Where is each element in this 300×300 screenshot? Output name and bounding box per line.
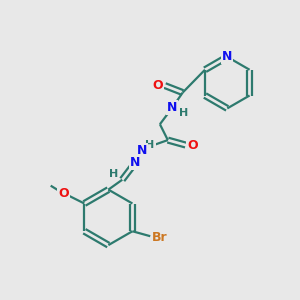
Text: O: O	[58, 187, 69, 200]
Text: O: O	[153, 79, 163, 92]
Text: H: H	[179, 108, 188, 118]
Text: O: O	[187, 139, 198, 152]
Text: N: N	[167, 101, 177, 114]
Text: H: H	[109, 169, 118, 179]
Text: Br: Br	[152, 231, 168, 244]
Text: N: N	[222, 50, 232, 63]
Text: H: H	[146, 140, 154, 150]
Text: N: N	[137, 145, 147, 158]
Text: N: N	[130, 156, 140, 170]
